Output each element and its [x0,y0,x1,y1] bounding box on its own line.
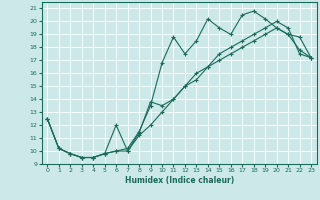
X-axis label: Humidex (Indice chaleur): Humidex (Indice chaleur) [124,176,234,185]
